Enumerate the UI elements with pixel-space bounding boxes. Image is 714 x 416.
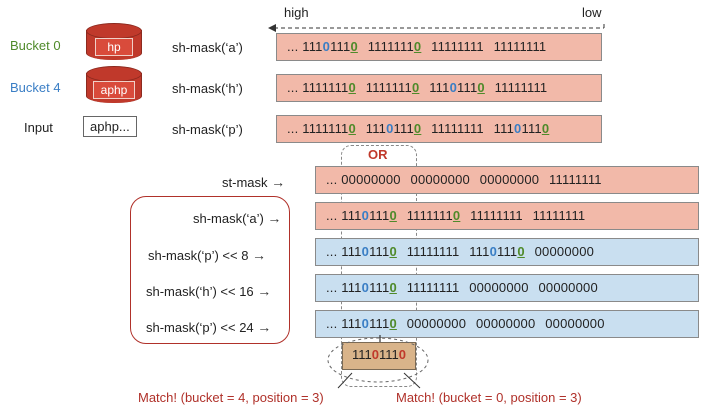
- top-row-mask-p: ... 11111110 11101110 11111111 11101110: [276, 115, 602, 143]
- input-value: aphp...: [83, 116, 137, 137]
- or-label: OR: [368, 147, 388, 162]
- byte: 00000000: [475, 316, 536, 331]
- byte: 00000000: [534, 244, 595, 259]
- byte: 11111111: [493, 39, 547, 54]
- row-st-mask: ... 00000000 00000000 00000000 11111111: [315, 166, 699, 194]
- byte: 11111111: [406, 280, 460, 295]
- byte: 11111110: [302, 121, 356, 136]
- ellipsis: ...: [326, 244, 338, 259]
- byte: 11101110: [429, 80, 485, 95]
- byte: 11101110: [365, 121, 422, 136]
- byte: 00000000: [406, 316, 467, 331]
- top-row-label: sh-mask(‘h’): [172, 81, 243, 96]
- ellipsis: ...: [326, 316, 338, 331]
- result-highlight: [327, 337, 429, 389]
- row-sh-mask-p-24: ... 11101110 00000000 00000000 00000000: [315, 310, 699, 338]
- top-row-mask-h: ... 11111110 11111110 11101110 11111111: [276, 74, 602, 102]
- byte: 00000000: [341, 172, 401, 187]
- byte: 11111111: [470, 208, 523, 223]
- ellipsis: ...: [287, 39, 299, 54]
- row-sh-mask-a: ... 11101110 11111110 11111111 11111111: [315, 202, 699, 230]
- byte: 11111111: [494, 80, 548, 95]
- byte: 11101110: [469, 244, 525, 259]
- bucket-4-content: aphp: [93, 81, 135, 99]
- top-row-label: sh-mask(‘p’): [172, 122, 243, 137]
- group-bracket: [130, 196, 290, 344]
- byte: 11111111: [549, 172, 602, 187]
- row-label: sh-mask(‘h’) << 16 →: [146, 283, 272, 299]
- byte: 11111110: [406, 208, 461, 223]
- row-label: sh-mask(‘p’) << 8 →: [148, 247, 267, 263]
- result-byte: 11101110: [342, 342, 416, 370]
- top-row-label: sh-mask(‘a’): [172, 40, 243, 55]
- row-sh-mask-h-16: ... 11101110 11111111 00000000 00000000: [315, 274, 699, 302]
- byte: 11101110: [341, 316, 397, 331]
- ellipsis: ...: [287, 80, 299, 95]
- byte: 00000000: [545, 316, 605, 331]
- match-right: Match! (bucket = 0, position = 3): [396, 390, 582, 405]
- axis-high-label: high: [284, 5, 309, 20]
- byte: 00000000: [410, 172, 470, 187]
- bucket-4-label: Bucket 4: [10, 80, 61, 95]
- axis-arrow: [268, 24, 605, 32]
- row-sh-mask-p-8: ... 11101110 11111111 11101110 00000000: [315, 238, 699, 266]
- byte: 11111111: [431, 121, 484, 136]
- ellipsis: ...: [287, 121, 299, 136]
- byte: 00000000: [538, 280, 598, 295]
- byte: 11101110: [341, 208, 397, 223]
- byte: 11101110: [341, 244, 397, 259]
- byte: 11101110: [341, 280, 397, 295]
- top-row-mask-a: ... 11101110 11111110 11111111 11111111: [276, 33, 602, 61]
- bucket-0-content: hp: [95, 38, 133, 56]
- row-label: st-mask →: [222, 174, 286, 190]
- byte: 11111110: [365, 80, 420, 95]
- ellipsis: ...: [326, 172, 338, 187]
- row-label: sh-mask(‘a’) →: [193, 210, 282, 226]
- axis-low-label: low: [582, 5, 602, 20]
- byte: 11111110: [302, 80, 356, 95]
- byte: 11111111: [431, 39, 484, 54]
- byte: 00000000: [469, 280, 529, 295]
- bucket-0-label: Bucket 0: [10, 38, 61, 53]
- byte: 11101110: [302, 39, 358, 54]
- match-left: Match! (bucket = 4, position = 3): [138, 390, 324, 405]
- byte: 11111110: [367, 39, 422, 54]
- byte: 11111111: [532, 208, 586, 223]
- input-label: Input: [24, 120, 53, 135]
- byte: 00000000: [479, 172, 540, 187]
- byte: 11101110: [493, 121, 550, 136]
- or-highlight-box: [341, 145, 417, 387]
- byte: 11111111: [406, 244, 460, 259]
- ellipsis: ...: [326, 280, 338, 295]
- ellipsis: ...: [326, 208, 338, 223]
- row-label: sh-mask(‘p’) << 24 →: [146, 319, 272, 335]
